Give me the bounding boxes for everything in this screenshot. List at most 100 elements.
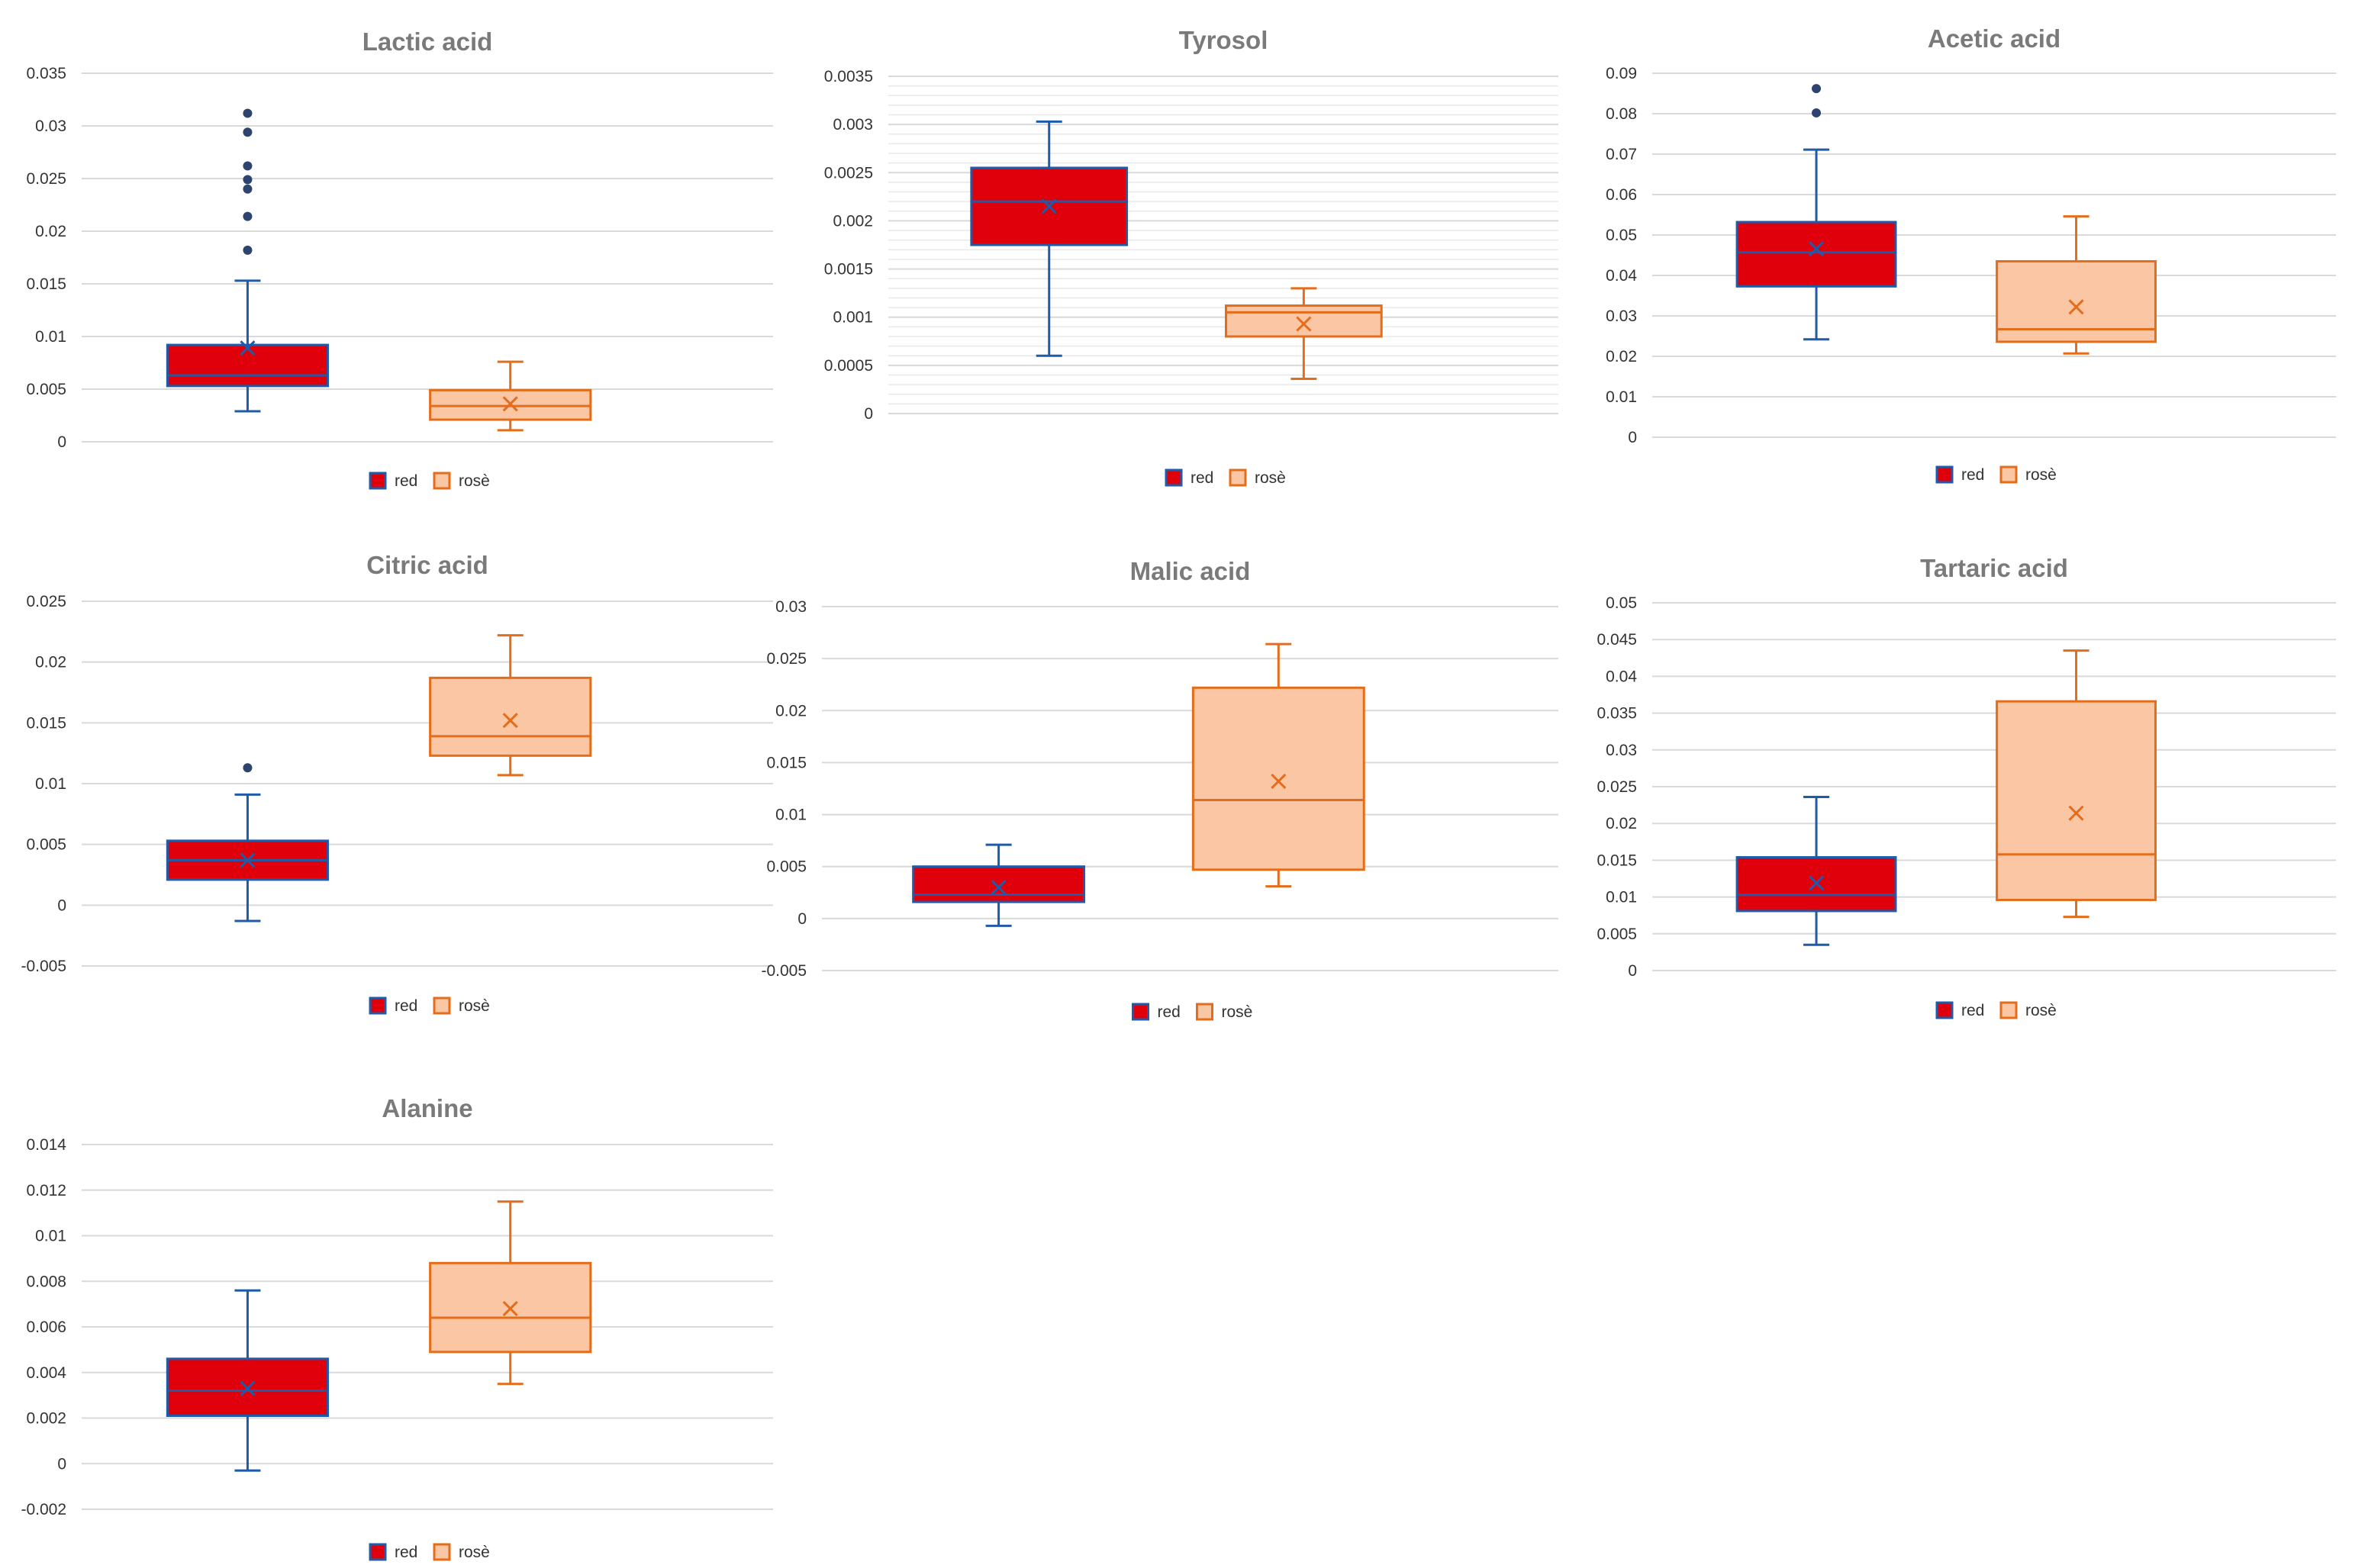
y-tick-label: 0.012 — [26, 1182, 66, 1199]
y-tick-label: 0.002 — [833, 212, 873, 230]
legend: red rosè — [1935, 465, 2057, 484]
mean-marker-stroke — [2068, 299, 2084, 315]
mean-marker-stroke — [502, 1301, 518, 1317]
y-tick-label: 0.045 — [1597, 631, 1637, 649]
series-red — [1735, 84, 1897, 341]
chart-panel: Acetic acid 0 0.01 0.02 0.03 0.04 0.05 0.06 0.07… — [1606, 24, 2336, 484]
series-rose — [429, 360, 592, 432]
legend-swatch-red — [1132, 1003, 1149, 1021]
y-tick-label: 0.0015 — [824, 261, 873, 279]
y-tick-label: 0.02 — [1606, 815, 1637, 832]
y-tick-label: 0.015 — [26, 714, 66, 732]
legend-swatch-rose — [433, 472, 451, 490]
legend-label-red: red — [395, 1544, 417, 1561]
y-tick-label: 0.03 — [1606, 307, 1637, 325]
mean-marker — [240, 852, 256, 868]
legend-swatch-red — [369, 472, 387, 490]
legend-swatch-rose — [1999, 465, 2018, 484]
mean-marker-stroke — [2068, 805, 2084, 821]
outlier-point — [243, 127, 253, 137]
chart-panel: Lactic acid 0 0.005 0.01 0.015 0.02 0.025 0.03 0… — [26, 27, 773, 490]
chart-panel: Tartaric acid 0 0.005 0.01 0.015 0.02 0.025 0.0… — [1597, 554, 2336, 1019]
y-tick-label: 0.09 — [1606, 65, 1637, 82]
legend: red rosè — [369, 1543, 490, 1561]
y-tick-label: 0 — [57, 1455, 66, 1473]
outlier-point — [1812, 108, 1822, 118]
y-tick-label: 0.04 — [1606, 267, 1637, 285]
y-tick-label: 0 — [57, 433, 66, 451]
chart-title: Citric acid — [366, 551, 488, 579]
outlier-point — [243, 161, 253, 171]
series-rose — [1996, 649, 2157, 919]
legend-swatch-rose — [1229, 468, 1247, 487]
y-tick-label: 0.01 — [35, 1228, 66, 1245]
mean-marker — [2068, 805, 2084, 821]
y-tick-label: 0 — [57, 897, 66, 914]
chart-title: Tyrosol — [1179, 26, 1268, 54]
legend-swatch-rose — [1999, 1001, 2018, 1019]
y-tick-label: 0.006 — [26, 1318, 66, 1336]
y-tick-label: 0.008 — [26, 1273, 66, 1290]
legend-swatch-rose — [433, 1543, 451, 1561]
mean-marker-stroke — [240, 1380, 256, 1396]
y-tick-label: 0.015 — [1597, 852, 1637, 869]
outlier-point — [243, 763, 253, 773]
y-tick-label: 0.03 — [775, 598, 807, 616]
y-tick-label: 0.025 — [26, 170, 66, 188]
y-tick-label: -0.002 — [21, 1501, 66, 1518]
legend-swatch-red — [1165, 468, 1183, 487]
y-tick-label: 0.0005 — [824, 357, 873, 375]
mean-marker — [1808, 875, 1825, 891]
y-tick-label: 0.01 — [35, 328, 66, 346]
series-red — [166, 108, 330, 413]
legend-swatch-rose — [1196, 1003, 1213, 1021]
legend-label-rose: rosè — [459, 997, 490, 1015]
legend-label-red: red — [395, 997, 417, 1015]
series-red — [166, 763, 330, 922]
series-rose — [1225, 287, 1383, 381]
legend-swatch-rose — [433, 997, 451, 1015]
legend-label-red: red — [1961, 1002, 1984, 1019]
y-tick-label: 0.07 — [1606, 146, 1637, 163]
y-tick-label: 0.005 — [26, 381, 66, 398]
legend-swatch-red — [369, 1543, 387, 1561]
mean-marker — [991, 879, 1007, 896]
legend: red rosè — [1935, 1001, 2057, 1019]
legend-label-rose: rosè — [2025, 466, 2057, 484]
mean-marker-stroke — [1808, 875, 1825, 891]
mean-marker-stroke — [240, 852, 256, 868]
iqr-box — [912, 865, 1086, 903]
mean-marker-stroke — [240, 340, 256, 356]
chart-title: Alanine — [382, 1094, 472, 1122]
chart-panel: Tyrosol 0 0.0005 0.001 0.0015 0.002 0.0025 0.00… — [824, 26, 1558, 487]
legend-label-rose: rosè — [2025, 1002, 2057, 1019]
legend: red rosè — [369, 997, 490, 1015]
y-tick-label: 0.06 — [1606, 186, 1637, 204]
y-tick-label: 0 — [797, 910, 807, 928]
chart-panel: Alanine -0.002 0 0.002 0.004 0.006 0.008 0.01 0.… — [21, 1094, 773, 1561]
y-tick-label: 0 — [864, 405, 873, 423]
y-tick-label: 0 — [1628, 962, 1637, 980]
legend-swatch-red — [1935, 465, 1954, 484]
y-tick-label: 0.03 — [35, 118, 66, 135]
legend-label-red: red — [1158, 1003, 1181, 1021]
chart-title: Lactic acid — [362, 27, 493, 56]
y-tick-label: 0.01 — [1606, 889, 1637, 906]
y-tick-label: 0.025 — [1597, 778, 1637, 796]
series-red — [166, 1289, 330, 1472]
y-tick-label: 0.002 — [26, 1410, 66, 1428]
mean-marker — [502, 1301, 518, 1317]
series-red — [1735, 795, 1897, 946]
legend-label-red: red — [395, 472, 417, 490]
legend-label-rose: rosè — [1222, 1003, 1253, 1021]
mean-marker-stroke — [1808, 240, 1825, 257]
mean-marker-stroke — [1271, 773, 1287, 790]
legend-label-rose: rosè — [1255, 469, 1286, 487]
series-rose — [1191, 642, 1365, 888]
outlier-point — [1812, 84, 1822, 94]
legend-swatch-red — [369, 997, 387, 1015]
mean-marker — [1271, 773, 1287, 790]
mean-marker-stroke — [1296, 316, 1312, 332]
y-tick-label: 0.004 — [26, 1364, 66, 1382]
outlier-point — [243, 245, 253, 255]
